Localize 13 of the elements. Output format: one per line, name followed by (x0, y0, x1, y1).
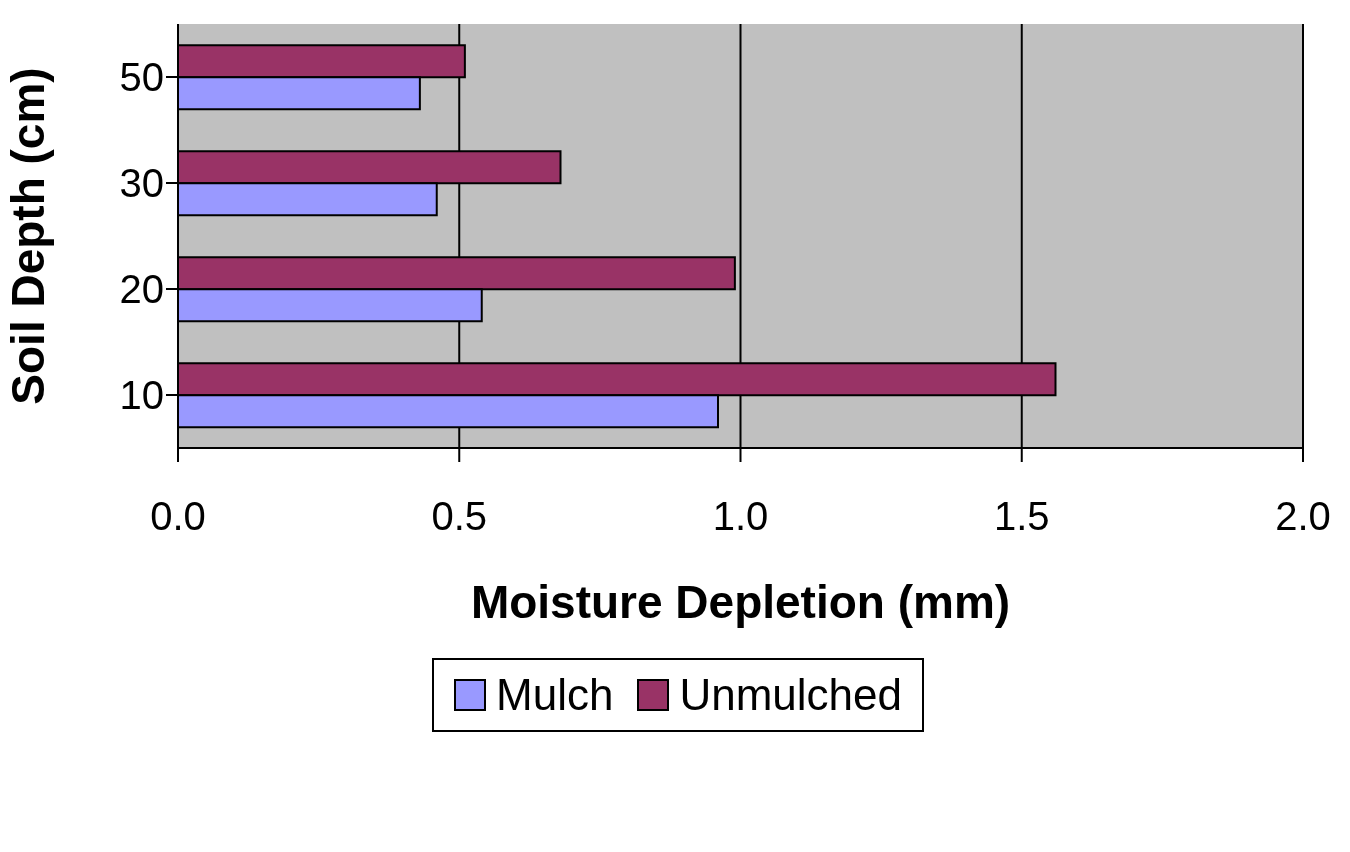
y-tick-label: 30 (119, 161, 164, 206)
x-axis-title: Moisture Depletion (mm) (470, 576, 1011, 628)
x-tick-label: 1.5 (993, 494, 1050, 539)
y-axis-title: Soil Depth (cm) (2, 67, 55, 405)
legend-label: Unmulched (679, 670, 902, 720)
x-tick-label: 0.5 (431, 494, 488, 539)
legend-label: Mulch (496, 670, 614, 720)
x-tick-label: 1.0 (712, 494, 769, 539)
x-tick-label: 0.0 (150, 494, 206, 539)
y-tick-label: 10 (119, 373, 164, 418)
y-tick-label: 50 (119, 55, 164, 100)
x-tick-label: 2.0 (1275, 494, 1331, 539)
y-tick-label: 20 (119, 267, 164, 312)
